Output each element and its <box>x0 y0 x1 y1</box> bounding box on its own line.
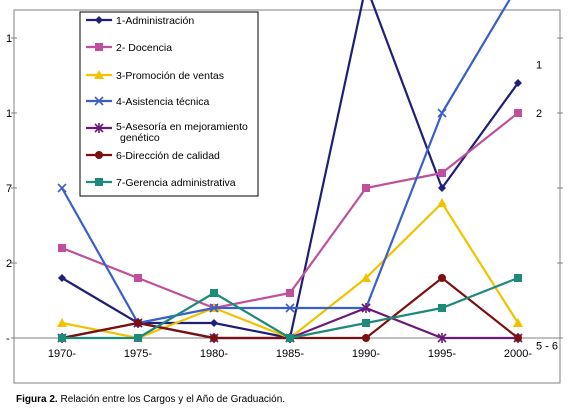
data-point <box>514 274 522 282</box>
data-point <box>134 274 142 282</box>
legend-label: 5-Asesoría en mejoramiento <box>116 121 248 133</box>
data-point <box>210 334 218 342</box>
chart-series <box>57 0 523 343</box>
data-point <box>57 318 67 327</box>
data-point <box>134 319 142 327</box>
caption-label: Figura 2. <box>16 394 58 405</box>
data-point <box>438 304 446 312</box>
legend-box <box>79 11 259 197</box>
data-point <box>210 289 218 297</box>
series-annotation: 2 <box>536 108 542 120</box>
data-point <box>95 43 103 51</box>
x-tick-label: 1995- <box>428 348 456 360</box>
data-point <box>514 334 522 342</box>
chart-legend: 1-Administración 2- Docencia 3-Promoción d… <box>79 11 259 197</box>
data-point <box>94 96 104 106</box>
series-7 <box>58 274 522 342</box>
data-point <box>514 79 522 87</box>
legend-label: 6-Dirección de calidad <box>116 150 220 162</box>
data-point <box>361 303 371 313</box>
data-point <box>58 244 66 252</box>
legend-entry: 1-Administración <box>86 15 194 27</box>
data-point <box>94 123 104 133</box>
data-point <box>362 319 370 327</box>
x-tick-label: 1990- <box>352 348 380 360</box>
data-point <box>514 109 522 117</box>
legend-label: 3-Promoción de ventas <box>116 70 224 82</box>
series-3 <box>57 198 523 342</box>
legend-label: 2- Docencia <box>116 42 172 54</box>
legend-entry: 2- Docencia <box>86 42 172 54</box>
data-point <box>362 334 370 342</box>
y-tick-label: 2 <box>6 258 12 270</box>
x-tick-label: 1970- <box>48 348 76 360</box>
data-point <box>134 334 142 342</box>
data-point <box>94 70 104 79</box>
x-tick-label: 1975- <box>124 348 152 360</box>
data-point <box>95 151 103 159</box>
data-point <box>95 178 103 186</box>
legend-label: 7-Gerencia administrativa <box>116 177 236 189</box>
data-point <box>209 303 219 313</box>
data-point <box>438 184 446 192</box>
data-point <box>95 16 103 24</box>
data-point <box>57 183 67 193</box>
data-point <box>58 274 66 282</box>
chart-annotations: 4125 - 6 <box>536 59 558 353</box>
legend-entry: 6-Dirección de calidad <box>86 150 220 162</box>
series-annotation: 1 <box>536 59 542 71</box>
y-tick-label: - <box>6 333 10 345</box>
data-point <box>286 289 294 297</box>
x-tick-label: 1980- <box>200 348 228 360</box>
legend-entry: 4-Asistencia técnica <box>86 96 210 108</box>
data-point <box>58 334 66 342</box>
legend-entry: 3-Promoción de ventas <box>86 70 224 82</box>
legend-entry: 7-Gerencia administrativa <box>86 177 236 189</box>
legend-label: 4-Asistencia técnica <box>116 96 210 108</box>
data-point <box>362 184 370 192</box>
y-tick-label: 7 <box>6 183 12 195</box>
data-point <box>437 198 447 207</box>
x-tick-label: 1985- <box>276 348 304 360</box>
caption-text: Relación entre los Cargos y el Año de Gr… <box>60 394 286 405</box>
data-point <box>286 334 294 342</box>
data-point <box>438 274 446 282</box>
figure-caption: Figura 2. Relación entre los Cargos y el… <box>16 394 285 405</box>
data-point <box>438 169 446 177</box>
x-tick-label: 2000- <box>504 348 532 360</box>
data-point <box>437 333 447 343</box>
line-chart: - 2 7 1 1 2 1970- 1975- 1980- 1985- 1990- 1995- 2000… <box>6 0 563 384</box>
data-point <box>210 319 218 327</box>
y-tick-label: 1 <box>6 108 12 120</box>
series-annotation: 5 - 6 <box>536 341 558 353</box>
y-tick-label: 1 <box>6 33 12 45</box>
data-point <box>437 108 447 118</box>
data-point <box>361 273 371 282</box>
legend-label: 1-Administración <box>116 15 194 27</box>
data-point <box>513 318 523 327</box>
plot-frame <box>13 9 561 384</box>
data-point <box>285 303 295 313</box>
legend-label-cont: genético <box>120 132 160 144</box>
